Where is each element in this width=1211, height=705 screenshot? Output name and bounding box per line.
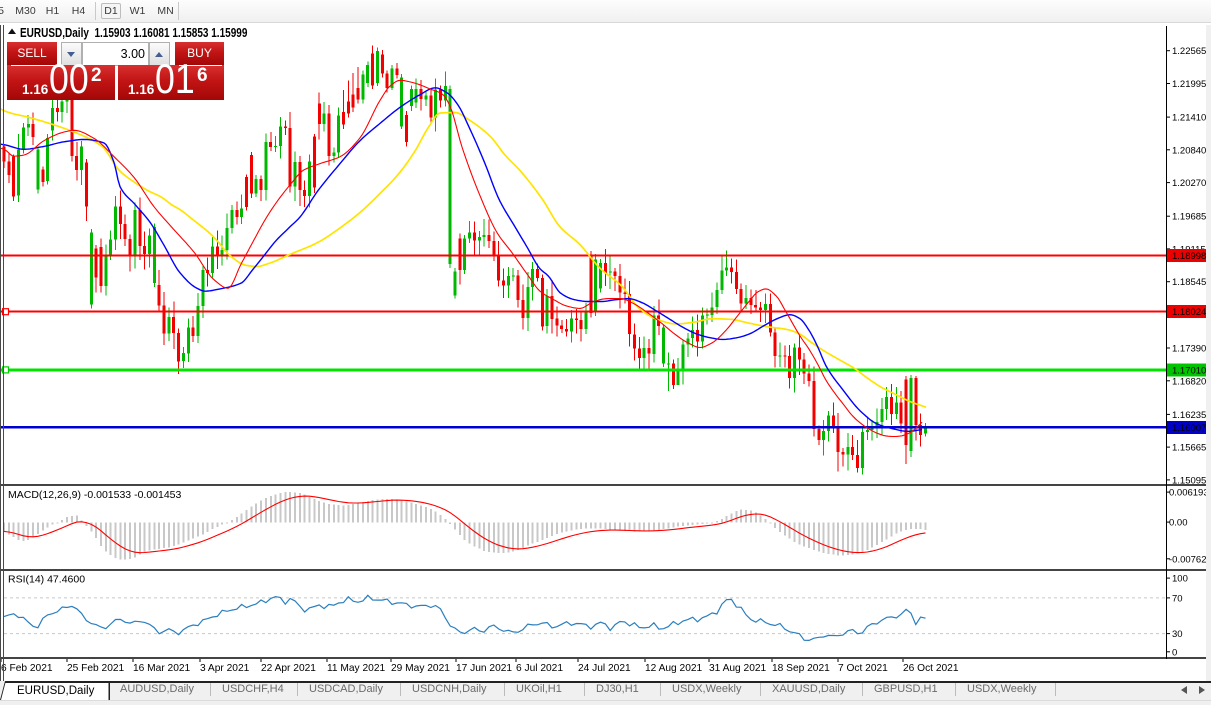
svg-text:1.15665: 1.15665 (1172, 443, 1206, 454)
svg-text:12 Aug 2021: 12 Aug 2021 (645, 663, 703, 674)
svg-text:3 Apr 2021: 3 Apr 2021 (200, 663, 250, 674)
svg-text:7 Oct 2021: 7 Oct 2021 (838, 663, 888, 674)
svg-text:1.18545: 1.18545 (1172, 277, 1206, 288)
svg-text:22 Apr 2021: 22 Apr 2021 (261, 663, 316, 674)
svg-text:1.18998: 1.18998 (1172, 251, 1206, 262)
svg-text:31 Aug 2021: 31 Aug 2021 (709, 663, 767, 674)
svg-text:MACD(12,26,9) -0.001533 -0.001: MACD(12,26,9) -0.001533 -0.001453 (8, 489, 182, 501)
svg-text:30: 30 (1172, 629, 1183, 640)
svg-text:16 Mar 2021: 16 Mar 2021 (133, 663, 191, 674)
svg-text:25 Feb 2021: 25 Feb 2021 (67, 663, 125, 674)
svg-text:26 Oct 2021: 26 Oct 2021 (903, 663, 959, 674)
svg-text:1.17390: 1.17390 (1172, 344, 1206, 355)
svg-text:0.006193: 0.006193 (1169, 488, 1209, 499)
svg-text:RSI(14) 47.4600: RSI(14) 47.4600 (8, 574, 85, 586)
svg-text:100: 100 (1172, 574, 1188, 585)
svg-text:1.20270: 1.20270 (1172, 178, 1206, 189)
svg-text:18 Sep 2021: 18 Sep 2021 (772, 663, 830, 674)
svg-text:24 Jul 2021: 24 Jul 2021 (578, 663, 631, 674)
svg-text:17 Jun 2021: 17 Jun 2021 (456, 663, 512, 674)
svg-text:1.18024: 1.18024 (1172, 307, 1206, 318)
svg-text:1.21410: 1.21410 (1172, 113, 1206, 124)
svg-text:1.16007: 1.16007 (1172, 423, 1206, 434)
svg-text:6 Feb 2021: 6 Feb 2021 (1, 663, 53, 674)
svg-text:1.22565: 1.22565 (1172, 46, 1206, 57)
svg-text:29 May 2021: 29 May 2021 (391, 663, 450, 674)
svg-text:-0.007621: -0.007621 (1169, 554, 1211, 565)
svg-text:11 May 2021: 11 May 2021 (327, 663, 385, 674)
svg-text:70: 70 (1172, 593, 1183, 604)
svg-text:1.20840: 1.20840 (1172, 145, 1206, 156)
svg-text:1.17010: 1.17010 (1172, 365, 1206, 376)
svg-text:0: 0 (1172, 647, 1177, 658)
svg-text:1.21995: 1.21995 (1172, 79, 1206, 90)
svg-text:1.19685: 1.19685 (1172, 212, 1206, 223)
svg-text:1.16820: 1.16820 (1172, 376, 1206, 387)
svg-text:6 Jul 2021: 6 Jul 2021 (516, 663, 563, 674)
svg-text:1.16235: 1.16235 (1172, 410, 1206, 421)
svg-text:1.15095: 1.15095 (1172, 475, 1206, 486)
svg-text:0.00: 0.00 (1169, 518, 1188, 529)
